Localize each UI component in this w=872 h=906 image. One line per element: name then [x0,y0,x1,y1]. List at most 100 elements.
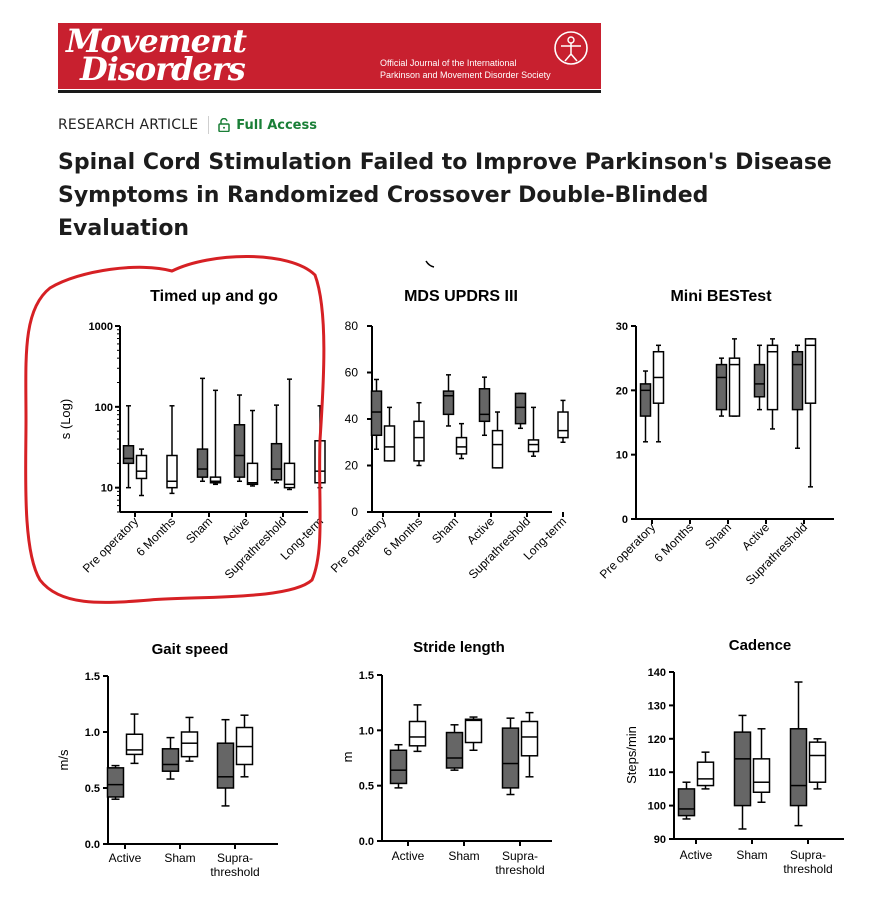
box-filled [639,370,652,443]
category-label: Active [109,851,142,865]
box-filled [389,743,408,789]
category-label: Sham [429,514,461,546]
box-iqr [161,748,180,772]
box-open [804,338,817,488]
box-iqr [209,476,222,484]
box-filled [733,714,752,830]
box-open [166,405,178,495]
box-iqr [527,439,540,453]
box-iqr [455,436,468,455]
y-tick-label: 10 [101,483,113,495]
y-tick-label: 1.5 [85,671,100,683]
box-iqr [715,363,728,411]
y-tick-label: 10 [616,450,628,462]
box-iqr [491,429,504,469]
box-filled [196,377,209,483]
box-filled [753,344,766,411]
chart-title: Gait speed [152,641,229,658]
box-filled [501,717,520,796]
category-label: Supra-threshold [495,849,544,877]
box-iqr [233,424,246,478]
box-iqr [122,445,135,465]
full-access-badge[interactable]: Full Access [236,117,317,133]
box-filled [789,681,808,827]
category-label: Pre operatory [597,520,658,581]
box-iqr [166,454,178,489]
box-iqr [791,350,804,411]
box-iqr [413,420,425,462]
box-iqr [557,411,569,439]
box-open [527,406,540,457]
box-iqr [216,742,235,789]
journal-subtitle-line1: Official Journal of the International [380,58,517,68]
box-open [209,389,222,486]
box-filled [270,404,283,484]
y-axis-label: s (Log) [58,399,73,439]
box-iqr [753,363,766,398]
y-tick-label: 0 [351,505,358,519]
box-filled [677,781,696,820]
chart-panel-3: Gait speed 0.0 0.5 1.0 1.5 m/s Active Sham Supra… [56,641,278,879]
box-iqr [408,720,427,747]
category-label: Active [219,514,252,547]
y-tick-label: 1.5 [359,670,374,682]
category-label: 6 Months [380,514,425,559]
category-label: Pre operatory [80,514,141,575]
box-iqr [804,338,817,404]
stray-ink-mark [425,260,435,268]
box-iqr [501,727,520,789]
y-tick-label: 0 [622,514,628,526]
chart-panel-4: Stride length 0.0 0.5 1.0 1.5 m Active Sham Supr… [340,639,552,877]
chart-title: Mini BESTest [670,288,772,305]
box-open [180,716,199,762]
box-iqr [389,749,408,785]
article-meta-row: RESEARCH ARTICLE Full Access [58,115,317,135]
y-tick-label: 1.0 [85,727,100,739]
box-iqr [520,720,539,757]
box-filled [233,394,246,483]
article-type-label: RESEARCH ARTICLE [58,117,199,133]
y-tick-label: 80 [345,319,359,333]
category-label: Active [392,849,425,863]
box-iqr [766,344,779,411]
y-tick-label: 20 [345,459,359,473]
box-filled [442,374,455,427]
category-label-line: Supra- [502,849,538,863]
category-label: Sham [448,849,479,863]
box-iqr [478,388,491,423]
category-label: 6 Months [133,514,178,559]
journal-logo-line1: Movement [66,22,247,60]
category-label: Sham [736,848,767,862]
box-iqr [106,767,125,798]
box-filled [514,392,527,430]
category-label: Sham [164,851,195,865]
category-label: Pre operatory [328,514,389,575]
box-filled [478,376,491,437]
box-iqr [445,731,464,769]
category-label: Active [739,520,772,553]
box-iqr [696,761,715,787]
box-iqr [464,718,483,744]
box-open [455,422,468,460]
y-axis-label: m [340,752,355,763]
box-iqr [370,390,383,437]
y-tick-label: 0.0 [85,839,100,851]
box-open [413,401,425,467]
chart-title: MDS UPDRS III [404,288,518,305]
red-circle-annotation [24,255,326,604]
box-iqr [125,733,144,756]
box-iqr [196,448,209,478]
box-iqr [752,758,771,793]
box-filled [370,378,383,450]
journal-banner: Movement Disorders Official Journal of t… [58,22,601,93]
box-open [383,406,396,462]
box-open [491,411,504,469]
y-tick-label: 130 [648,700,666,712]
y-axis-label: Steps/min [624,726,639,784]
open-lock-icon [218,118,231,132]
box-open [752,728,771,804]
category-label: Sham [183,514,215,546]
